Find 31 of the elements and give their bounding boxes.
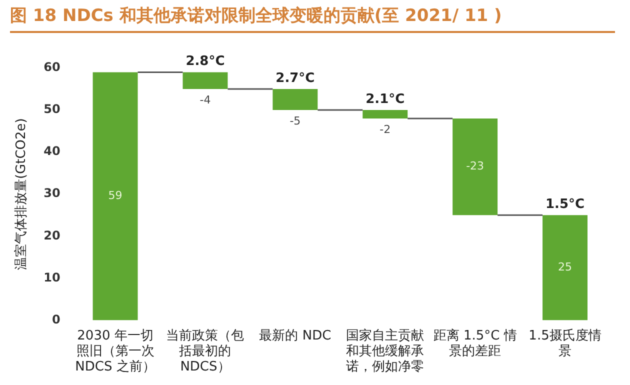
y-tick-label: 0 — [52, 312, 60, 326]
x-tick-label: 最新的 NDC — [259, 328, 332, 344]
annotation: 2.7°C — [276, 70, 315, 86]
annotation: 2.1°C — [366, 92, 405, 107]
bar — [272, 89, 318, 110]
data-label: -23 — [466, 160, 484, 173]
bar — [182, 72, 228, 90]
x-tick-label: 国家自主贡献和其他缓解承诺，例如净零 — [346, 327, 424, 375]
data-label: 25 — [558, 260, 572, 274]
y-tick-label: 40 — [44, 144, 60, 158]
x-tick-label: 距离 1.5°C 情景的差距 — [433, 327, 517, 359]
data-label: -4 — [200, 93, 211, 106]
y-axis-title: 温室气体排放量(GtCO2e) — [13, 118, 30, 270]
y-tick-label: 20 — [44, 228, 60, 242]
bar — [542, 215, 588, 320]
x-tick-label: 当前政策（包括最初的 NDCS） — [166, 328, 244, 375]
bar — [452, 118, 498, 216]
y-tick-label: 30 — [44, 186, 60, 200]
data-label: -2 — [380, 122, 391, 136]
x-tick-label: 1.5摄氏度情景 — [528, 327, 602, 359]
x-tick-label: 2030 年一切照旧（第一次 NDCS 之前） — [75, 328, 156, 375]
y-tick-label: 60 — [44, 60, 60, 74]
bar — [92, 72, 138, 320]
data-label: 59 — [108, 189, 122, 202]
y-tick-label: 10 — [44, 270, 60, 284]
annotation: 2.8°C — [186, 54, 225, 70]
chart-title: 图 18 NDCs 和其他承诺对限制全球变暖的贡献(至 2021/ 11 ) — [10, 4, 615, 33]
y-tick-label: 50 — [44, 102, 60, 116]
annotation: 1.5°C — [545, 196, 585, 212]
data-label: -5 — [290, 114, 301, 128]
bar — [362, 110, 408, 118]
